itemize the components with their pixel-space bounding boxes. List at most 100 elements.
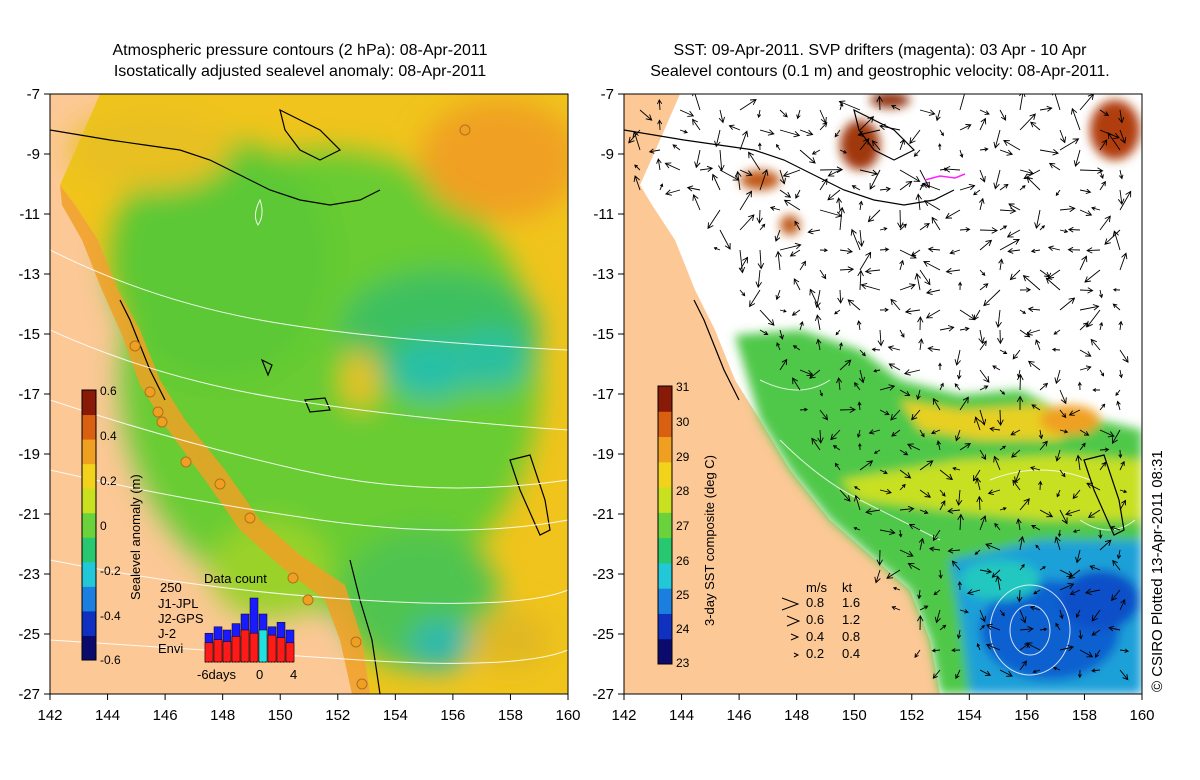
velocity-arrow — [836, 197, 843, 211]
velocity-arrow — [899, 449, 909, 456]
velocity-arrow — [932, 669, 941, 679]
velocity-arrow — [899, 259, 905, 271]
velocity-arrow — [879, 384, 896, 391]
velocity-arrow — [867, 209, 881, 223]
data-count-bar-j2 — [204, 642, 214, 663]
right-colorbar-tick: 27 — [676, 519, 690, 533]
velocity-legend-arrow — [786, 615, 801, 627]
velocity-arrow — [811, 437, 821, 451]
velocity-arrow — [959, 442, 971, 451]
velocity-arrow — [993, 455, 1001, 471]
velocity-arrow — [957, 581, 962, 591]
velocity-arrow — [1078, 629, 1083, 640]
left-colorbar-tick: 0.2 — [100, 474, 117, 488]
velocity-arrow — [1119, 190, 1132, 211]
left-colorbar-tick: 0 — [100, 519, 107, 533]
velocity-arrow — [1027, 306, 1041, 313]
velocity-arrow — [979, 369, 990, 383]
y-axis-tick-label: -27 — [18, 686, 40, 703]
velocity-arrow — [847, 299, 861, 311]
right-colorbar-tick: 24 — [676, 622, 690, 636]
velocity-arrow — [877, 329, 885, 347]
velocity-arrow — [755, 269, 762, 289]
velocity-arrow — [949, 249, 961, 255]
velocity-arrow — [992, 365, 1001, 371]
velocity-arrow — [679, 129, 688, 134]
velocity-arrow — [1068, 569, 1081, 579]
velocity-arrow — [865, 508, 881, 515]
velocity-arrow — [859, 169, 879, 177]
velocity-arrow — [879, 227, 888, 231]
velocity-arrow — [907, 443, 921, 451]
velocity-arrow — [851, 185, 861, 191]
velocity-arrow — [955, 429, 961, 442]
y-axis-tick-label: -7 — [27, 86, 40, 103]
velocity-arrow — [892, 586, 901, 591]
velocity-legend-ms: 0.8 — [806, 595, 824, 610]
velocity-arrow — [1086, 482, 1101, 491]
velocity-arrow — [1087, 509, 1101, 518]
velocity-arrow — [1099, 289, 1104, 299]
velocity-arrow — [1018, 535, 1025, 551]
velocity-arrow — [839, 342, 843, 351]
velocity-arrow — [1034, 209, 1041, 230]
velocity-arrow — [939, 469, 954, 481]
velocity-arrow — [1052, 94, 1061, 111]
velocity-arrow — [1067, 246, 1081, 253]
velocity-arrow — [1026, 329, 1041, 336]
velocity-arrow — [952, 466, 961, 471]
velocity-arrow — [1079, 349, 1092, 357]
velocity-arrow — [891, 606, 901, 611]
velocity-arrow — [933, 589, 941, 596]
velocity-arrow — [713, 247, 721, 251]
velocity-arrow — [979, 385, 989, 391]
x-axis-tick-label: 146 — [153, 707, 178, 724]
y-axis-tick-label: -13 — [592, 266, 614, 283]
velocity-arrow — [1075, 609, 1081, 618]
velocity-arrow — [1110, 525, 1121, 531]
velocity-arrow — [759, 309, 775, 326]
right-colorbar-segment — [658, 588, 672, 614]
velocity-arrow — [939, 500, 946, 511]
velocity-arrow — [648, 148, 661, 154]
velocity-arrow — [998, 258, 1004, 271]
velocity-arrow — [899, 469, 912, 479]
x-axis-tick-label: 142 — [37, 707, 62, 724]
velocity-arrow — [819, 166, 844, 173]
velocity-legend-kt: 1.2 — [842, 612, 860, 627]
velocity-arrow — [979, 515, 987, 531]
velocity-arrow — [1075, 549, 1082, 564]
x-axis-tick-label: 142 — [611, 707, 636, 724]
velocity-arrow — [799, 129, 814, 136]
velocity-arrow — [1077, 381, 1082, 391]
velocity-arrow — [993, 129, 1001, 149]
velocity-arrow — [959, 396, 969, 411]
velocity-arrow — [897, 209, 904, 229]
right-colorbar-label: 3-day SST composite (deg C) — [702, 455, 717, 626]
velocity-arrow — [1119, 129, 1127, 144]
data-count-bar-j2 — [240, 629, 250, 663]
velocity-arrow — [850, 228, 861, 251]
velocity-arrow — [796, 109, 801, 120]
velocity-arrow — [899, 329, 905, 338]
velocity-arrow — [839, 266, 855, 273]
y-axis-tick-label: -23 — [592, 566, 614, 583]
velocity-arrow — [947, 507, 961, 514]
velocity-arrow — [1079, 188, 1092, 195]
y-axis-tick-label: -15 — [18, 326, 40, 343]
velocity-arrow — [934, 609, 941, 624]
velocity-arrow — [739, 130, 749, 151]
velocity-arrow — [993, 169, 1001, 190]
velocity-arrow — [1051, 347, 1061, 352]
velocity-arrow — [718, 109, 725, 124]
velocity-arrow — [1059, 583, 1075, 591]
velocity-arrow — [945, 267, 961, 275]
y-axis-tick-label: -11 — [19, 206, 40, 223]
velocity-arrow — [853, 526, 861, 531]
x-axis-tick-label: 160 — [1129, 707, 1154, 724]
velocity-arrow — [799, 149, 816, 164]
velocity-arrow — [979, 340, 987, 351]
velocity-arrow — [633, 175, 641, 191]
velocity-arrow — [919, 269, 931, 286]
